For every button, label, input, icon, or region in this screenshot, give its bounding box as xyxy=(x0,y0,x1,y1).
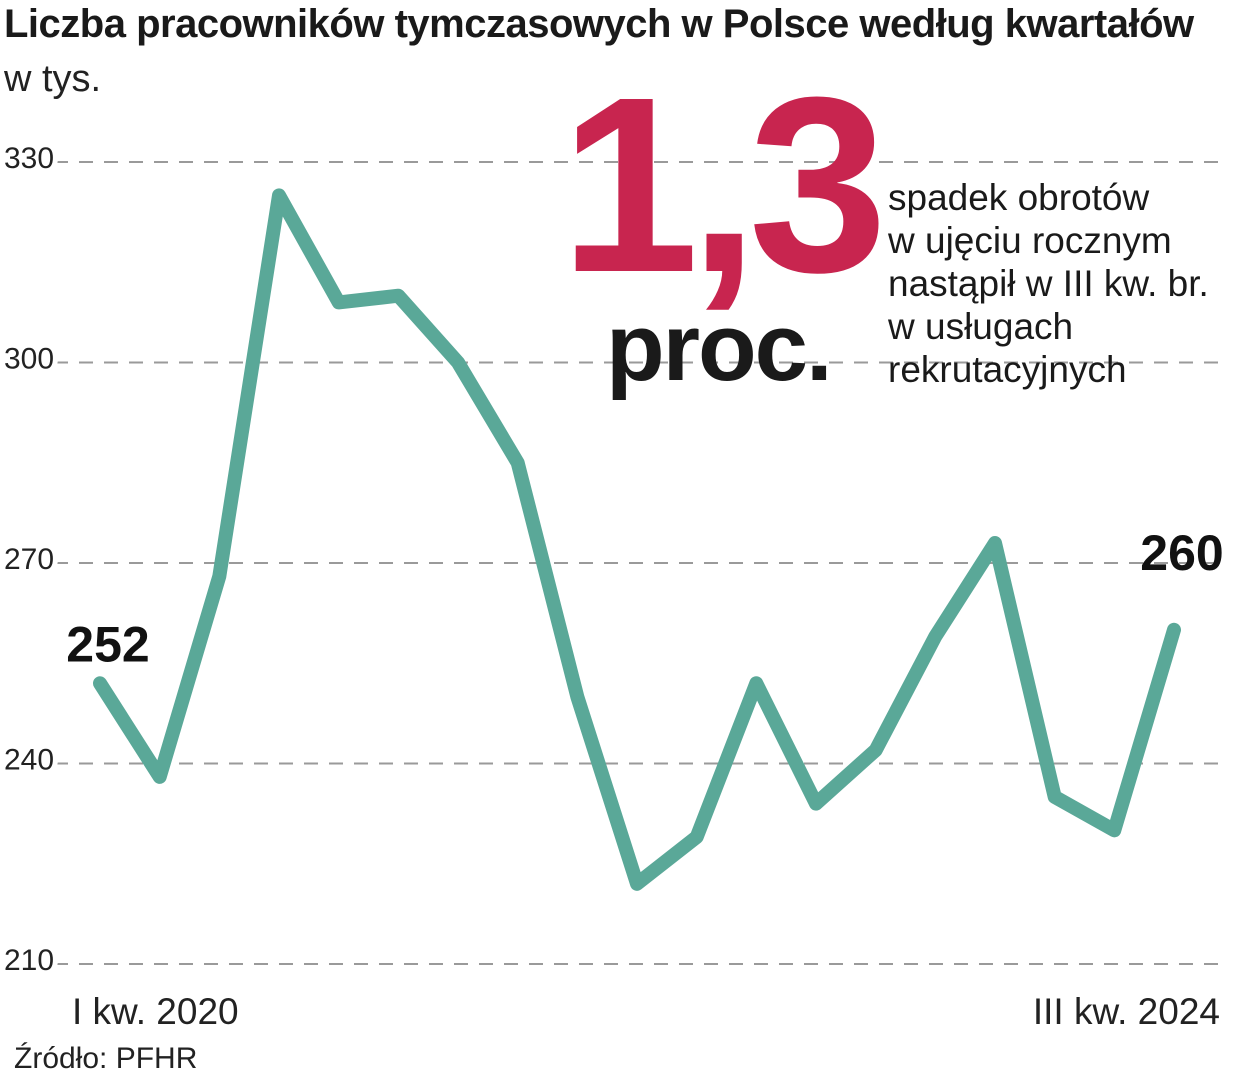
description-line: w usługach xyxy=(888,306,1074,347)
data-label: 252 xyxy=(66,616,149,672)
data-point xyxy=(218,575,221,578)
data-point xyxy=(1173,628,1175,631)
data-point xyxy=(278,194,280,197)
y-tick-label: 240 xyxy=(4,743,54,776)
data-point xyxy=(1113,829,1116,832)
y-tick-label: 270 xyxy=(4,543,54,576)
highlight-number: 1,3 xyxy=(560,45,888,324)
data-point xyxy=(1053,795,1056,798)
data-point xyxy=(457,361,459,364)
y-tick-label: 210 xyxy=(4,944,54,977)
data-point xyxy=(755,682,758,685)
data-label: 260 xyxy=(1140,525,1223,581)
chart-subtitle: w tys. xyxy=(4,58,102,100)
data-point xyxy=(994,541,996,544)
highlight-unit: proc. xyxy=(606,294,833,401)
data-point xyxy=(99,682,101,685)
description-line: nastąpił w III kw. br. xyxy=(888,263,1209,304)
data-point xyxy=(397,294,400,297)
description-line: rekrutacyjnych xyxy=(888,349,1127,390)
chart-title: Liczba pracowników tymczasowych w Polsce… xyxy=(4,2,1194,46)
data-point xyxy=(695,836,698,839)
data-point xyxy=(874,749,877,752)
x-end-label: III kw. 2024 xyxy=(1033,991,1220,1032)
data-point xyxy=(516,461,519,464)
data-point xyxy=(815,802,817,805)
description-line: w ujęciu rocznym xyxy=(888,220,1172,261)
data-point xyxy=(576,695,579,698)
data-point xyxy=(636,882,638,885)
data-point xyxy=(158,775,161,778)
highlight-description: spadek obrotów w ujęciu rocznym nastąpił… xyxy=(888,176,1209,391)
x-start-label: I kw. 2020 xyxy=(72,991,239,1032)
source-note: Źródło: PFHR xyxy=(14,1042,198,1075)
y-tick-label: 330 xyxy=(4,142,54,175)
description-line: spadek obrotów xyxy=(888,177,1150,218)
data-point xyxy=(337,301,340,304)
y-tick-label: 300 xyxy=(4,342,54,375)
data-point xyxy=(934,635,937,638)
